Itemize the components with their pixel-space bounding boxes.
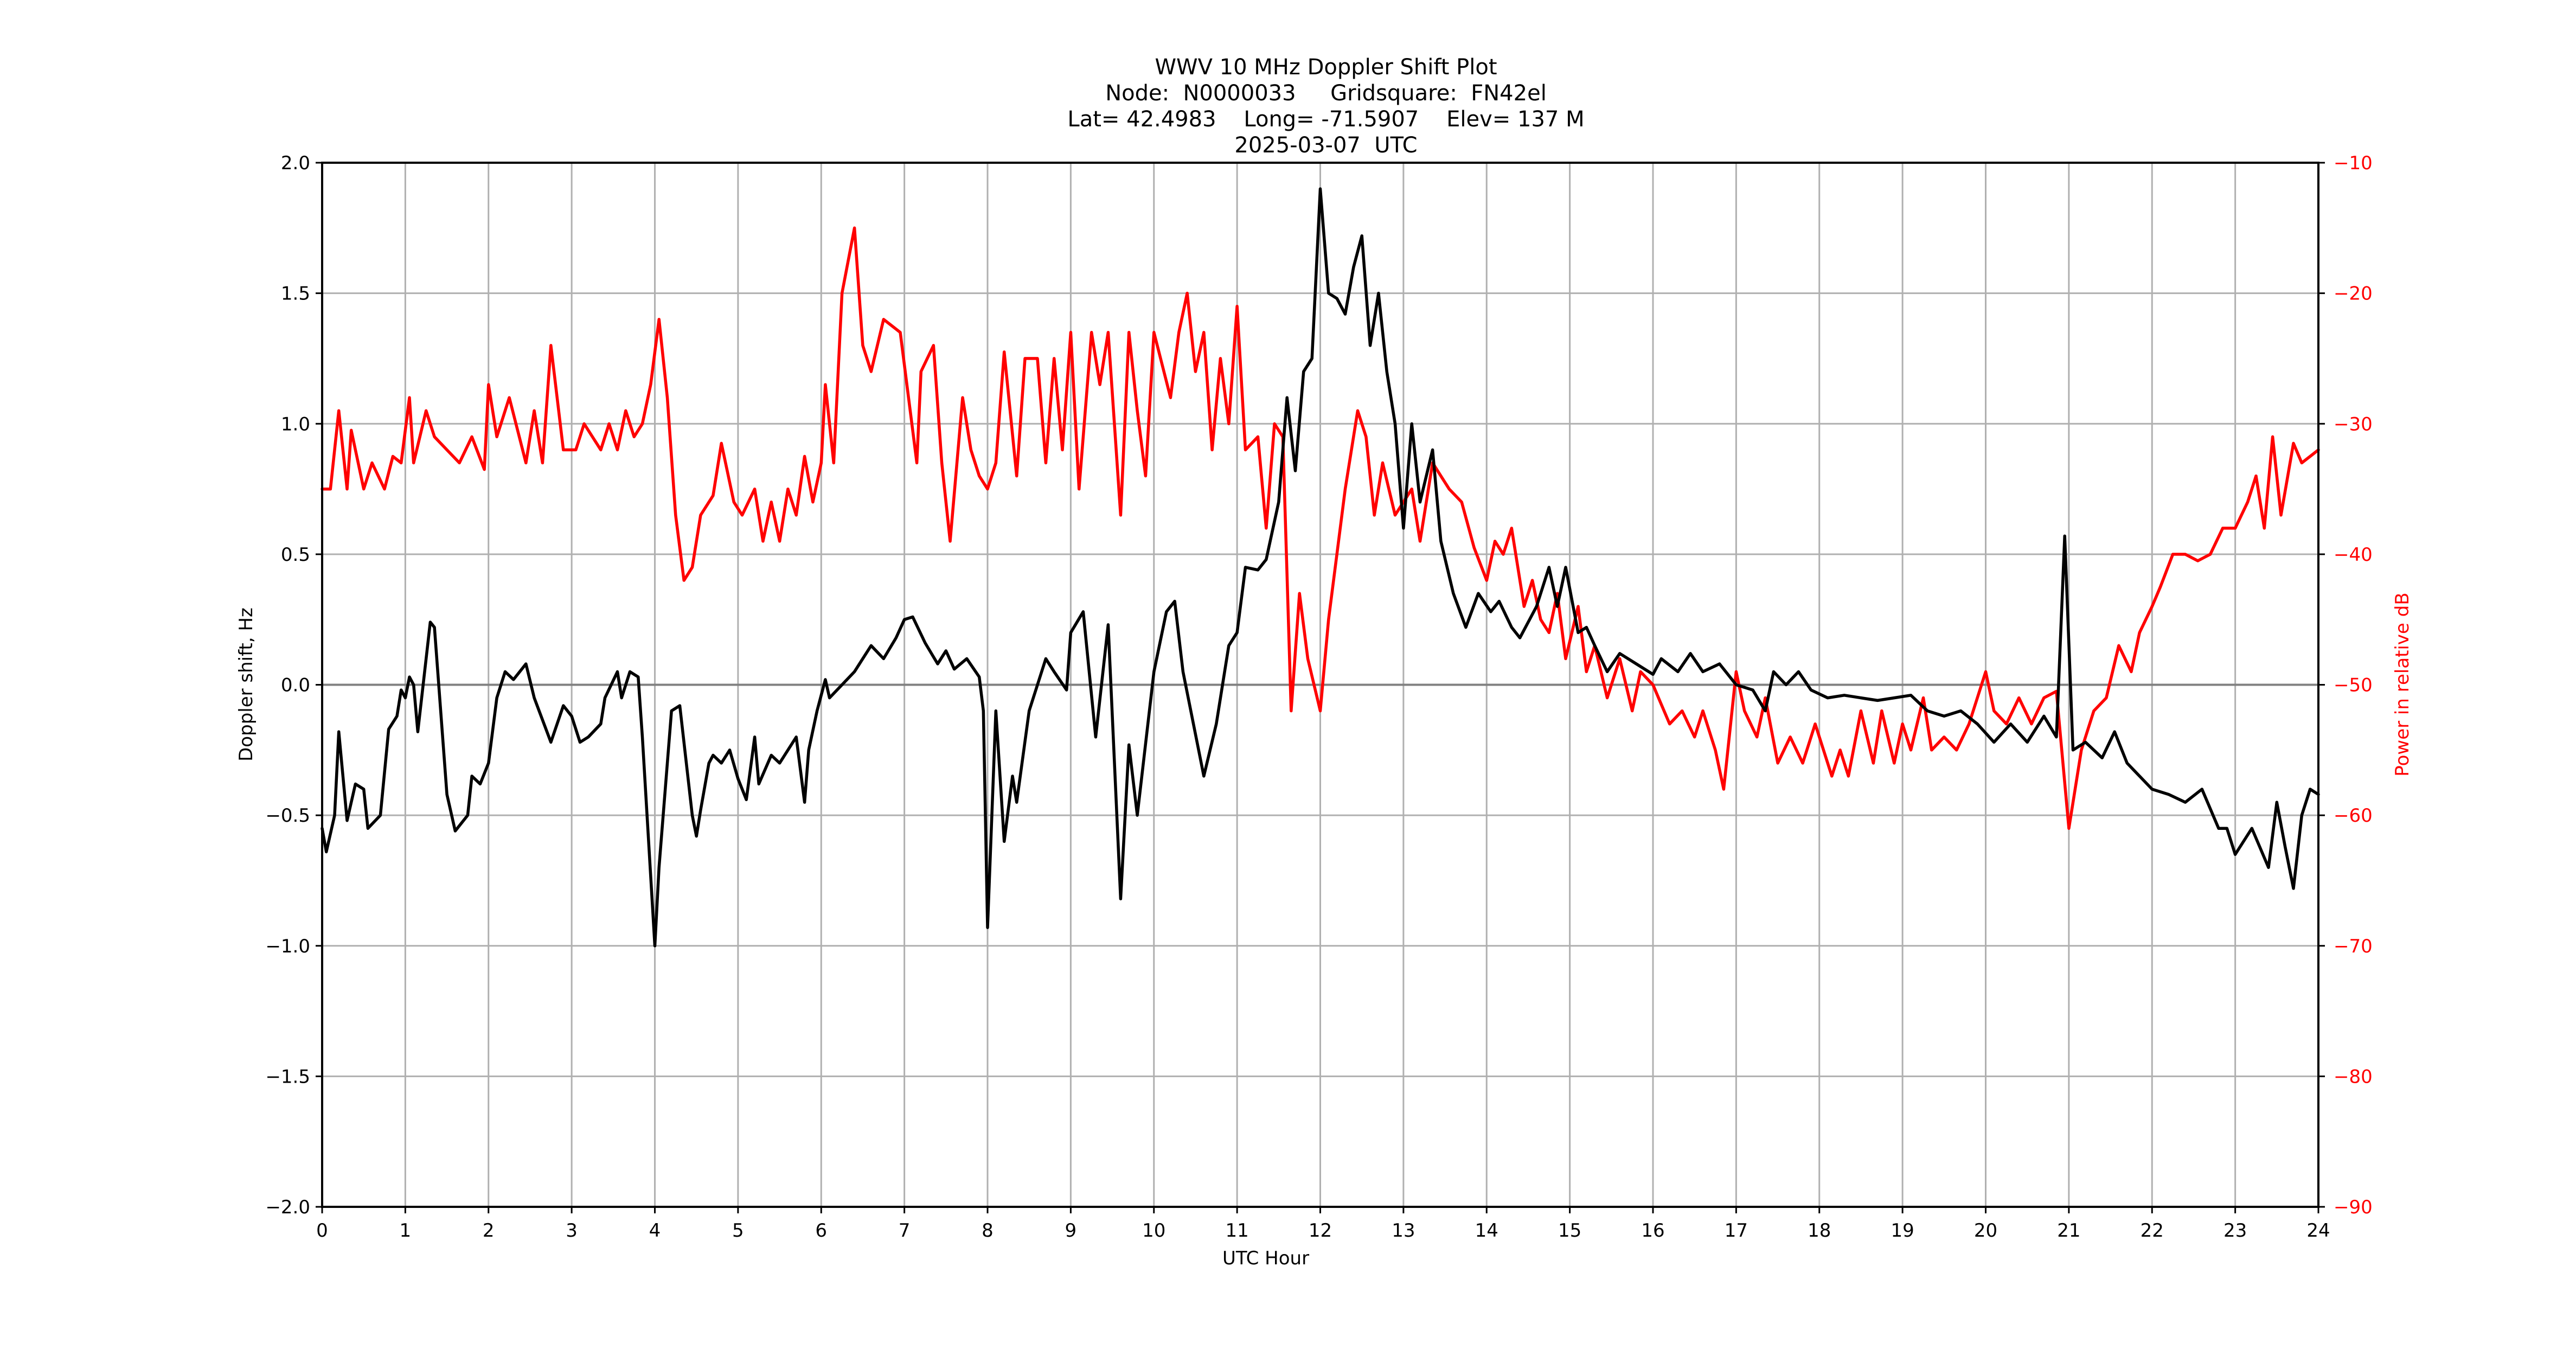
x-tick-label: 12 bbox=[1309, 1220, 1332, 1242]
x-axis-label: UTC Hour bbox=[1222, 1248, 1310, 1269]
x-tick-label: 14 bbox=[1475, 1220, 1498, 1242]
x-tick-label: 16 bbox=[1641, 1220, 1664, 1242]
y-left-tick-label: −0.5 bbox=[265, 805, 310, 827]
x-tick-label: 6 bbox=[815, 1220, 827, 1242]
x-tick-label: 1 bbox=[400, 1220, 412, 1242]
y-right-tick-label: −80 bbox=[2334, 1066, 2373, 1088]
x-tick-label: 8 bbox=[982, 1220, 994, 1242]
x-axis-ticks: 0 1 2 3 4 5 6 7 8 9 10 11 12 13 14 15 16 17 18 19 20 21 22 23 24 bbox=[316, 1207, 2330, 1242]
y-left-tick-label: 0.0 bbox=[281, 675, 310, 696]
chart-subtitle-location: Lat= 42.4983 Long= -71.5907 Elev= 137 M bbox=[1067, 107, 1585, 132]
x-tick-label: 20 bbox=[1974, 1220, 1997, 1242]
chart-subtitle-date: 2025-03-07 UTC bbox=[1234, 133, 1418, 158]
power-series bbox=[321, 226, 2320, 830]
x-tick-label: 10 bbox=[1142, 1220, 1165, 1242]
doppler-line bbox=[321, 187, 2320, 948]
x-tick-label: 22 bbox=[2141, 1220, 2164, 1242]
x-tick-label: 5 bbox=[732, 1220, 744, 1242]
x-tick-label: 3 bbox=[566, 1220, 578, 1242]
y-right-axis-ticks: −10 −20 −30 −40 −50 −60 −70 −80 −90 bbox=[2318, 152, 2373, 1218]
x-tick-label: 24 bbox=[2306, 1220, 2330, 1242]
x-tick-label: 4 bbox=[649, 1220, 661, 1242]
chart-subtitle-node: Node: N0000033 Gridsquare: FN42el bbox=[1105, 81, 1547, 106]
y-left-tick-label: −2.0 bbox=[265, 1197, 310, 1218]
x-tick-label: 18 bbox=[1808, 1220, 1831, 1242]
y-left-axis-ticks: 2.0 1.5 1.0 0.5 0.0 −0.5 −1.0 −1.5 −2.0 bbox=[265, 152, 322, 1218]
x-tick-label: 21 bbox=[2057, 1220, 2080, 1242]
y-right-tick-label: −20 bbox=[2334, 283, 2373, 305]
grid-lines bbox=[322, 163, 2318, 1207]
x-tick-label: 19 bbox=[1891, 1220, 1914, 1242]
x-tick-label: 7 bbox=[899, 1220, 911, 1242]
y-right-axis-label: Power in relative dB bbox=[2392, 592, 2413, 777]
y-right-tick-label: −60 bbox=[2334, 805, 2373, 827]
power-line bbox=[321, 226, 2320, 830]
chart-title-block: WWV 10 MHz Doppler Shift Plot Node: N000… bbox=[0, 54, 2576, 158]
y-right-tick-label: −50 bbox=[2334, 675, 2373, 696]
y-left-tick-label: −1.5 bbox=[265, 1066, 310, 1088]
y-left-tick-label: −1.0 bbox=[265, 936, 310, 957]
x-tick-label: 13 bbox=[1392, 1220, 1415, 1242]
y-left-tick-label: 0.5 bbox=[281, 544, 310, 566]
y-left-tick-label: 2.0 bbox=[281, 152, 310, 174]
y-left-tick-label: 1.5 bbox=[281, 283, 310, 305]
x-tick-label: 2 bbox=[483, 1220, 495, 1242]
y-left-tick-label: 1.0 bbox=[281, 413, 310, 435]
doppler-series bbox=[321, 187, 2320, 948]
x-tick-label: 0 bbox=[316, 1220, 328, 1242]
x-tick-label: 11 bbox=[1225, 1220, 1248, 1242]
y-left-axis-label: Doppler shift, Hz bbox=[235, 607, 257, 762]
y-right-tick-label: −10 bbox=[2334, 152, 2373, 174]
y-right-tick-label: −90 bbox=[2334, 1197, 2373, 1218]
x-tick-label: 9 bbox=[1065, 1220, 1077, 1242]
x-tick-label: 15 bbox=[1558, 1220, 1581, 1242]
x-tick-label: 23 bbox=[2223, 1220, 2247, 1242]
chart-title: WWV 10 MHz Doppler Shift Plot bbox=[1155, 55, 1497, 80]
x-tick-label: 17 bbox=[1725, 1220, 1748, 1242]
y-right-tick-label: −30 bbox=[2334, 413, 2373, 435]
y-right-tick-label: −70 bbox=[2334, 936, 2373, 957]
y-right-tick-label: −40 bbox=[2334, 544, 2373, 566]
